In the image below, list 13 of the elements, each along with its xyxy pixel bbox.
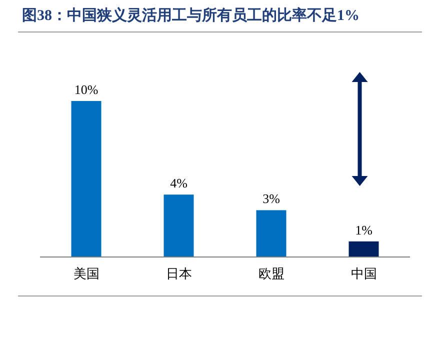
data-label: 3% — [262, 191, 280, 206]
x-tick-label: 中国 — [350, 266, 377, 281]
bar — [164, 194, 194, 257]
x-tick-label: 日本 — [166, 266, 192, 281]
bar — [256, 210, 286, 257]
data-label: 4% — [170, 176, 188, 191]
data-label: 10% — [74, 82, 98, 97]
x-tick-label: 美国 — [73, 266, 100, 281]
x-tick-label: 欧盟 — [258, 266, 284, 281]
data-label: 1% — [355, 222, 373, 238]
chart-title: 图38：中国狭义灵活用工与所有员工的比率不足1% — [22, 6, 360, 24]
bar — [348, 241, 379, 257]
bar — [71, 101, 102, 257]
